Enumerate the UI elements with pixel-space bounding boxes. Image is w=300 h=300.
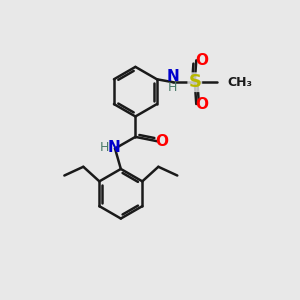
Text: N: N: [107, 140, 120, 154]
Text: O: O: [195, 53, 208, 68]
Text: S: S: [188, 73, 201, 91]
Text: H: H: [100, 141, 110, 154]
Text: CH₃: CH₃: [227, 76, 252, 89]
Text: N: N: [167, 69, 179, 84]
Text: O: O: [155, 134, 168, 149]
Text: H: H: [168, 81, 178, 94]
Text: O: O: [195, 97, 208, 112]
